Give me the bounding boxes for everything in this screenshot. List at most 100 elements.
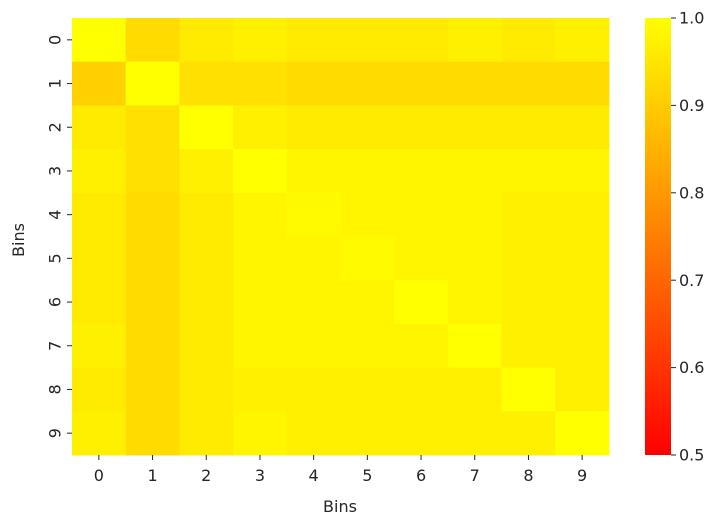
x-axis: 0 1 2 3 4 5 6 7 8 9 <box>94 455 587 485</box>
heatmap-cell <box>555 18 610 63</box>
heatmap-cell <box>179 149 234 194</box>
heatmap-cell <box>286 149 341 194</box>
heatmap-cell <box>286 236 341 281</box>
heatmap-cell <box>394 18 449 63</box>
y-tick-label: 4 <box>46 210 65 220</box>
heatmap-cell <box>340 280 395 325</box>
heatmap-cell <box>501 18 556 63</box>
heatmap-cell <box>233 236 288 281</box>
heatmap-cell <box>340 323 395 369</box>
colorbar <box>645 18 671 455</box>
heatmap-cell <box>179 192 234 237</box>
heatmap-cell <box>555 192 610 237</box>
heatmap-cell <box>72 236 127 281</box>
heatmap-cell <box>286 411 341 456</box>
heatmap-cell <box>447 236 503 281</box>
heatmap-cell <box>286 18 341 63</box>
heatmap-cell <box>72 367 127 412</box>
heatmap-cell <box>125 18 180 63</box>
y-tick-label: 9 <box>46 428 65 438</box>
heatmap-cell <box>179 411 234 456</box>
heatmap-cell <box>179 18 234 63</box>
y-axis-label: Bins <box>9 223 28 257</box>
x-tick-label: 6 <box>416 466 426 485</box>
y-tick-label: 5 <box>46 253 65 263</box>
heatmap-cell <box>125 192 180 237</box>
heatmap-cell <box>501 105 556 150</box>
heatmap-cell <box>72 280 127 325</box>
x-tick-label: 3 <box>255 466 265 485</box>
heatmap-cell <box>340 61 395 106</box>
heatmap-cell <box>179 280 234 325</box>
heatmap-cell <box>72 61 127 106</box>
heatmap-cell <box>286 61 341 106</box>
heatmap-cell <box>233 323 288 369</box>
y-tick-label: 2 <box>46 122 65 132</box>
x-tick-label: 9 <box>577 466 587 485</box>
heatmap-cell <box>286 280 341 325</box>
heatmap-cell <box>125 105 180 150</box>
heatmap-cell <box>555 61 610 106</box>
heatmap-cell <box>72 105 127 150</box>
heatmap-cell <box>125 323 180 369</box>
heatmap-cell <box>447 323 503 369</box>
heatmap-cell <box>447 411 503 456</box>
heatmap-cell <box>179 236 234 281</box>
heatmap-cell <box>286 105 341 150</box>
heatmap-cell <box>555 149 610 194</box>
heatmap-cell <box>447 280 503 325</box>
heatmap-cell <box>501 61 556 106</box>
heatmap-cell <box>501 411 556 456</box>
heatmap-cell <box>501 323 556 369</box>
heatmap-cell <box>394 280 449 325</box>
heatmap-cell <box>394 323 449 369</box>
heatmap-cell <box>394 411 449 456</box>
heatmap-cell <box>555 105 610 150</box>
x-tick-label: 2 <box>201 466 211 485</box>
colorbar-tick-label: 0.9 <box>679 96 704 115</box>
heatmap-cell <box>501 367 556 412</box>
colorbar-tick-label: 0.5 <box>679 446 704 465</box>
colorbar-tick-label: 0.8 <box>679 183 704 202</box>
heatmap-cell <box>179 105 234 150</box>
y-tick-label: 6 <box>46 297 65 307</box>
heatmap-cell <box>340 411 395 456</box>
heatmap-cell <box>394 105 449 150</box>
heatmap-cell <box>233 192 288 237</box>
colorbar-tick-label: 0.7 <box>679 271 704 290</box>
heatmap-cell <box>394 61 449 106</box>
heatmap-cell <box>233 61 288 106</box>
heatmap-cell <box>394 236 449 281</box>
y-tick-label: 0 <box>46 35 65 45</box>
colorbar-tick-label: 0.6 <box>679 358 704 377</box>
x-tick-label: 1 <box>147 466 157 485</box>
heatmap-cell <box>286 323 341 369</box>
heatmap-cell <box>555 236 610 281</box>
heatmap-cell <box>340 105 395 150</box>
heatmap-cell <box>340 18 395 63</box>
heatmap-cell <box>72 18 127 63</box>
heatmap-cell <box>233 149 288 194</box>
y-tick-label: 1 <box>46 78 65 88</box>
heatmap-cell <box>233 18 288 63</box>
colorbar-ticks: 0.5 0.6 0.7 0.8 0.9 1.0 <box>671 9 704 465</box>
heatmap-cell <box>179 61 234 106</box>
heatmap-cell <box>72 192 127 237</box>
y-tick-label: 7 <box>46 341 65 351</box>
heatmap-cell <box>125 280 180 325</box>
x-axis-label: Bins <box>323 497 357 516</box>
heatmap-cell <box>179 323 234 369</box>
colorbar-tick-label: 1.0 <box>679 9 704 28</box>
heatmap-cell <box>340 192 395 237</box>
heatmap-cell <box>555 280 610 325</box>
heatmap-cell <box>394 192 449 237</box>
heatmap-cell <box>555 367 610 412</box>
heatmap-cell <box>447 367 503 412</box>
heatmap-cell <box>447 192 503 237</box>
heatmap-cell <box>447 149 503 194</box>
heatmap-cell <box>340 236 395 281</box>
y-tick-label: 8 <box>46 384 65 394</box>
x-tick-label: 7 <box>470 466 480 485</box>
heatmap-cell <box>555 411 610 456</box>
